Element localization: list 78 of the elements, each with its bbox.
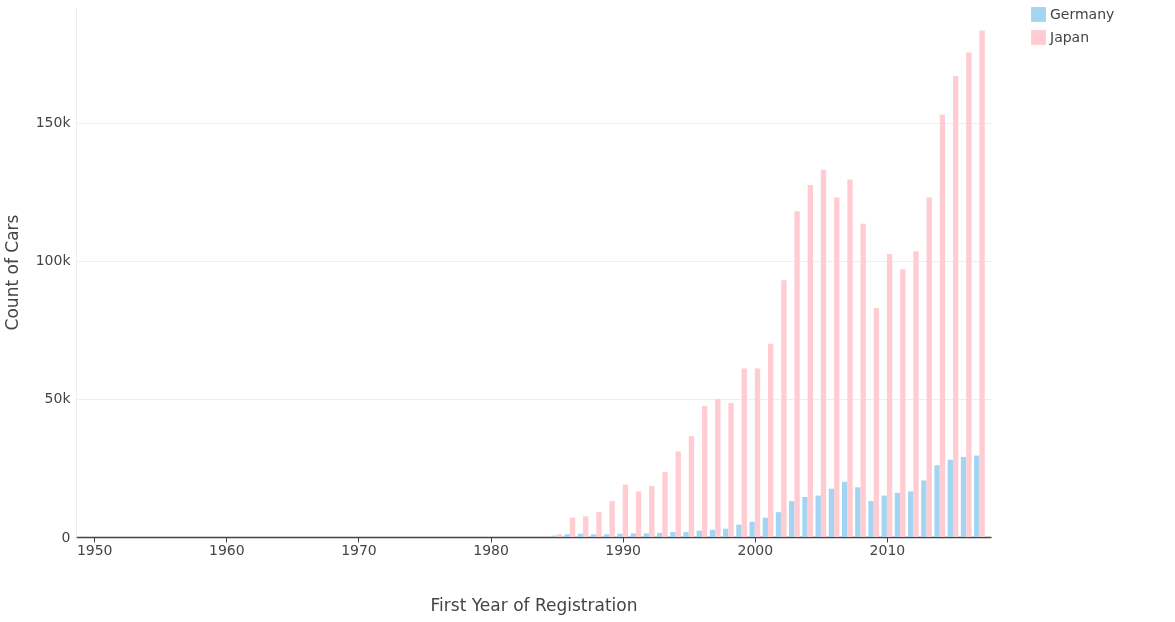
y-tick-label: 150k: [35, 114, 72, 131]
y-tick-label: 50k: [44, 390, 72, 407]
bar: [643, 533, 650, 537]
bar: [886, 254, 893, 537]
bar: [847, 179, 853, 537]
bar: [979, 30, 985, 537]
bar: [860, 223, 866, 537]
bar: [622, 484, 629, 537]
bar: [741, 368, 747, 537]
bar: [768, 343, 774, 537]
bar: [868, 501, 874, 537]
bar: [675, 451, 681, 537]
bar: [662, 472, 668, 537]
x-tick-label: 1970: [341, 541, 377, 558]
legend-label: Japan: [1049, 28, 1090, 45]
x-axis-title: First Year of Registration: [430, 594, 638, 615]
bar: [802, 496, 808, 537]
bar: [656, 532, 663, 537]
bar: [894, 492, 901, 537]
bar: [952, 76, 959, 537]
bar: [728, 403, 734, 537]
bar: [775, 512, 782, 537]
bar: [556, 534, 562, 537]
bar: [569, 517, 576, 537]
x-tick-label: 1990: [605, 541, 641, 558]
bar: [781, 280, 787, 537]
bar: [736, 524, 742, 537]
bar: [754, 368, 761, 537]
bar: [630, 533, 636, 537]
legend-label: Germany: [1050, 5, 1115, 22]
bar: [723, 528, 729, 537]
bar: [855, 487, 861, 537]
y-axis-title: Count of Cars: [1, 214, 22, 331]
bar: [609, 501, 615, 537]
bar: [828, 488, 835, 537]
bar: [564, 534, 570, 537]
y-tick-label: 0: [61, 528, 71, 545]
bar: [834, 197, 840, 537]
x-tick-label: 2010: [869, 541, 906, 558]
x-tick-label: 1980: [473, 541, 509, 558]
y-tick-label: 100k: [35, 252, 72, 269]
bar: [900, 269, 906, 537]
bar: [974, 455, 980, 537]
bar: [794, 211, 800, 537]
bar: [701, 405, 708, 537]
bar: [947, 459, 953, 537]
bar: [921, 480, 927, 537]
bar: [670, 532, 676, 537]
bar: [820, 169, 827, 537]
bar: [939, 114, 946, 537]
bar: [907, 491, 914, 537]
bar: [683, 532, 689, 537]
bar: [966, 52, 972, 537]
bar: [913, 251, 919, 537]
bar: [635, 491, 642, 537]
bar: [583, 516, 589, 537]
bar: [960, 456, 967, 537]
x-tick-label: 2000: [737, 541, 774, 558]
bar: [709, 529, 716, 537]
bar: [873, 307, 880, 537]
bar: [749, 521, 755, 537]
bar: [596, 512, 602, 537]
x-tick-label: 1950: [76, 541, 113, 558]
bar: [688, 436, 695, 537]
bar: [649, 485, 655, 537]
bar: [934, 465, 940, 537]
bar: [789, 501, 795, 537]
bar: [815, 495, 821, 537]
bar: [715, 398, 721, 537]
bar: [590, 534, 597, 537]
bar: [926, 197, 932, 537]
bar: [617, 533, 623, 537]
bar: [807, 185, 813, 537]
bar: [881, 495, 887, 537]
bar: [841, 481, 848, 537]
bar: [604, 534, 610, 537]
bar: [762, 517, 769, 537]
x-tick-label: 1960: [209, 541, 245, 558]
